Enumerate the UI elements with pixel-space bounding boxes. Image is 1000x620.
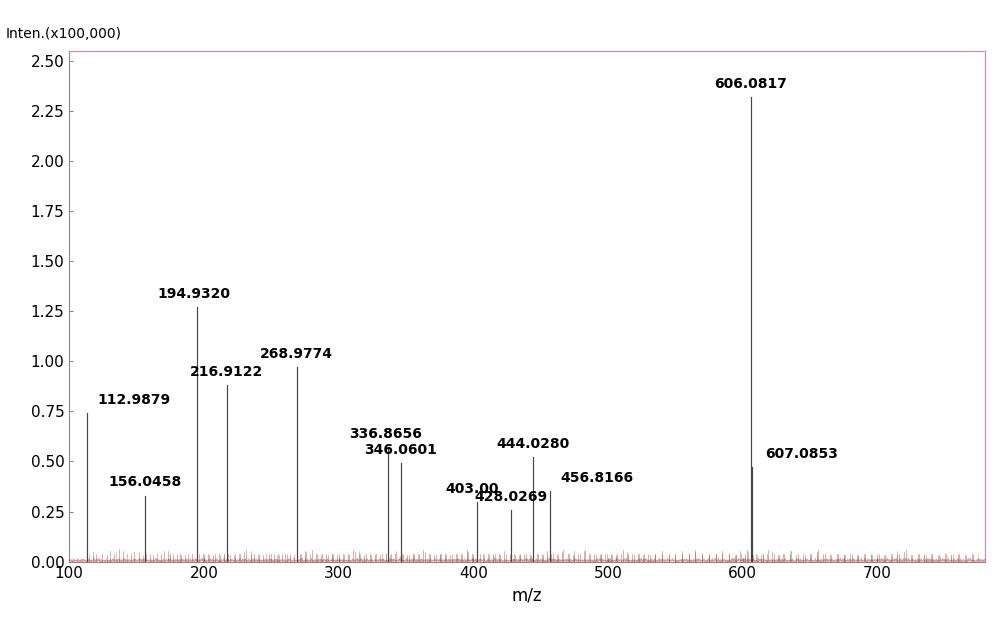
Text: 606.0817: 606.0817	[714, 77, 787, 91]
Text: 456.8166: 456.8166	[561, 471, 634, 485]
Text: 268.9774: 268.9774	[260, 347, 333, 361]
Text: 112.9879: 112.9879	[98, 394, 171, 407]
Text: 194.9320: 194.9320	[158, 287, 231, 301]
Text: 336.8656: 336.8656	[349, 427, 422, 441]
Text: 346.0601: 346.0601	[364, 443, 437, 458]
Text: 607.0853: 607.0853	[766, 448, 838, 461]
Text: 403.00: 403.00	[445, 482, 499, 495]
Text: 156.0458: 156.0458	[108, 476, 181, 490]
Text: 444.0280: 444.0280	[496, 438, 569, 451]
Text: Inten.(x100,000): Inten.(x100,000)	[5, 27, 121, 41]
X-axis label: m/z: m/z	[512, 587, 542, 605]
Text: 428.0269: 428.0269	[474, 490, 548, 503]
Text: 216.9122: 216.9122	[190, 365, 263, 379]
